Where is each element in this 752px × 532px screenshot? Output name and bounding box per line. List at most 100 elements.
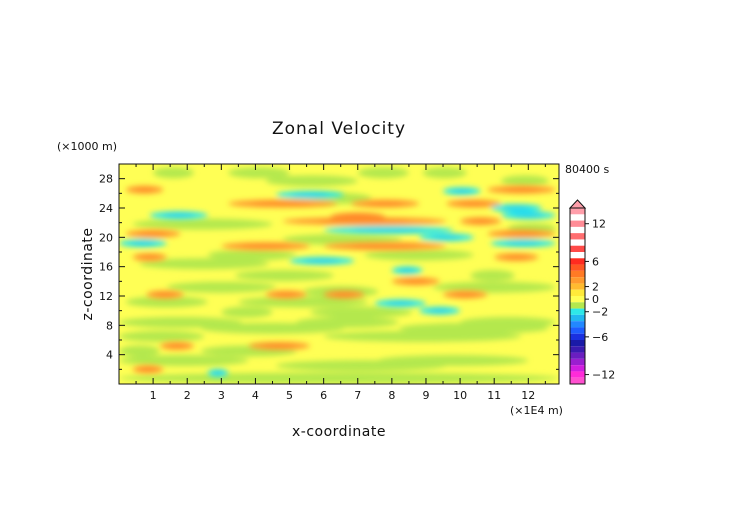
x-tick-label: 9 [422, 389, 429, 402]
colorbar-swatch [570, 296, 585, 303]
colorbar-swatch [570, 208, 585, 215]
colorbar-swatch [570, 270, 585, 278]
y-tick-label: 16 [99, 261, 113, 274]
velocity-band-core [458, 201, 489, 206]
heatmap-region [153, 167, 195, 179]
chart-title: Zonal Velocity [272, 119, 406, 139]
colorbar-swatch [570, 283, 585, 290]
colorbar-swatch [570, 352, 585, 359]
x-tick-label: 6 [320, 389, 327, 402]
heatmap-region [119, 330, 205, 342]
x-tick-label: 11 [487, 389, 501, 402]
velocity-band-core [351, 244, 419, 248]
heatmap-region [119, 345, 160, 357]
velocity-band-core [304, 258, 340, 263]
colorbar-swatch [570, 333, 585, 340]
colorbar-swatch [570, 358, 585, 366]
x-tick-label: 12 [521, 389, 535, 402]
colorbar-label: 6 [592, 255, 599, 268]
colorbar-swatch [570, 314, 585, 322]
y-tick-label: 20 [99, 231, 113, 244]
y-axis: 4 8 12 16 20 24 28 [99, 173, 559, 370]
heatmap-region [119, 355, 249, 367]
colorbar-swatch [570, 365, 585, 372]
velocity-band-core [167, 344, 187, 348]
heatmap-region [132, 218, 273, 230]
velocity-band-core [262, 344, 297, 348]
x-tick-label: 5 [286, 389, 293, 402]
heatmap-region [323, 330, 522, 342]
x-unit-label: (×1E4 m) [510, 404, 563, 417]
y-tick-label: 4 [106, 349, 113, 362]
velocity-band-core [386, 301, 415, 306]
heatmap-region [275, 360, 447, 372]
y-tick-label: 12 [99, 290, 113, 303]
colorbar-swatch [570, 340, 585, 347]
colorbar-swatch [570, 233, 585, 240]
x-tick-label: 10 [453, 389, 467, 402]
velocity-band-core [291, 192, 329, 197]
x-tick-label: 3 [218, 389, 225, 402]
velocity-band-core [138, 231, 169, 236]
colorbar-swatch [570, 258, 585, 265]
y-tick-label: 24 [99, 202, 113, 215]
heatmap-region [125, 296, 208, 308]
colorbar-swatch [570, 302, 585, 309]
velocity-band-core [366, 201, 404, 206]
velocity-band-core [502, 231, 541, 236]
heatmap-region [228, 167, 290, 179]
heatmap-region [238, 296, 368, 308]
time-label: 80400 s [565, 163, 609, 176]
heatmap-region [207, 249, 297, 261]
colorbar-swatch [570, 377, 585, 384]
colorbar-swatch [570, 327, 585, 334]
heatmap-region [234, 269, 334, 281]
heatmap-region [119, 372, 559, 384]
velocity-band-core [428, 308, 451, 313]
colorbar-swatch [570, 264, 585, 271]
heatmap-region [501, 175, 549, 187]
velocity-band-core [140, 255, 160, 259]
velocity-band-core [162, 213, 195, 218]
heatmap-region [221, 306, 273, 318]
x-tick-label: 2 [184, 389, 191, 402]
velocity-band-core [504, 255, 529, 259]
velocity-band-core [502, 187, 541, 192]
velocity-band-core [469, 219, 492, 224]
velocity-band-core [274, 292, 298, 297]
velocity-band-core [139, 367, 157, 372]
x-axis: 1 2 3 4 5 6 7 8 9 10 11 12 [135, 164, 546, 402]
velocity-band-core [431, 235, 462, 240]
heatmap-plot [119, 164, 559, 384]
colorbar-swatch [570, 308, 585, 315]
plot-frame [118, 163, 560, 385]
velocity-band-core [402, 279, 429, 284]
heatmap-region [422, 167, 467, 179]
x-tick-label: 1 [150, 389, 157, 402]
heatmap-region [139, 258, 270, 270]
x-axis-label: x-coordinate [292, 424, 386, 440]
velocity-band-core [453, 292, 478, 297]
colorbar-swatch [570, 346, 585, 353]
colorbar: 12 6 20−2 −6 −12 [568, 199, 615, 385]
colorbar-swatch [570, 220, 585, 227]
heatmap-region [432, 281, 556, 293]
heatmap-region [200, 322, 345, 334]
velocity-band-core [241, 244, 291, 248]
heatmap-region [119, 316, 242, 328]
heatmap-region [470, 269, 515, 281]
velocity-band-core [134, 187, 155, 192]
colorbar-extend-arrow [568, 199, 587, 209]
colorbar-label: −6 [592, 331, 608, 344]
heatmap-region [357, 167, 409, 179]
colorbar-label: 12 [592, 218, 606, 231]
velocity-band-core [505, 241, 542, 246]
heatmap-region [166, 281, 276, 293]
heatmap-region [310, 306, 413, 318]
colorbar-label: −2 [592, 306, 608, 319]
velocity-band-core [154, 292, 176, 297]
colorbar-swatch [570, 289, 585, 296]
y-tick-label: 28 [99, 173, 113, 186]
velocity-band-core [502, 206, 531, 210]
